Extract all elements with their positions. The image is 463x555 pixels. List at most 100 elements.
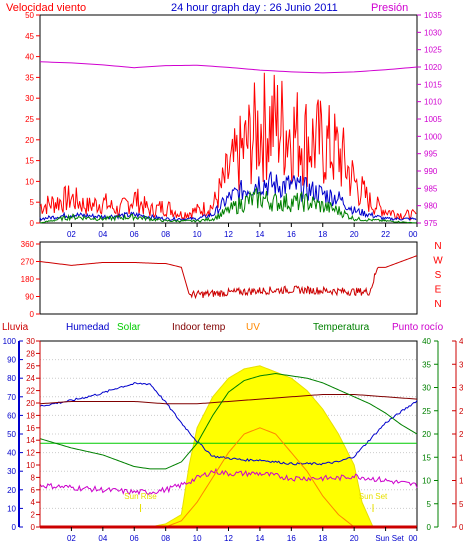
x-tick-label: 04 xyxy=(98,230,107,239)
wind-pressure-chart: Velocidad viento 24 hour graph day : 26 … xyxy=(6,2,442,239)
pressure-line xyxy=(39,61,418,74)
humidity-tick-label: 90 xyxy=(7,356,16,365)
dir-tick-label: 90 xyxy=(25,293,34,302)
y-tick-label: 0 xyxy=(30,219,35,228)
y2-tick-label: 1015 xyxy=(424,80,442,89)
legend-entry: Indoor temp xyxy=(172,322,226,333)
x-tick-label: 02 xyxy=(67,534,76,543)
x-tick-label: 16 xyxy=(287,534,296,543)
dewpoint-tick-label: 40 xyxy=(459,337,463,346)
x-tick-label: 18 xyxy=(318,230,327,239)
y2-tick-label: 1035 xyxy=(424,11,442,20)
rain-tick-label: 12 xyxy=(26,449,35,458)
gust-wind-line xyxy=(39,72,417,222)
rain-tick-label: 6 xyxy=(31,486,36,495)
y2-tick-label: 1000 xyxy=(424,132,442,141)
humidity-tick-label: 100 xyxy=(3,337,17,346)
dir-tick-label: 270 xyxy=(21,258,35,267)
x-tick-label: 10 xyxy=(193,230,202,239)
legend-entry: Punto rocío xyxy=(392,322,444,333)
rain-tick-label: 8 xyxy=(31,473,36,482)
rain-tick-label: 22 xyxy=(26,387,35,396)
sun-rise-label: Sun Rise xyxy=(124,492,157,501)
rain-tick-label: 28 xyxy=(26,349,35,358)
humidity-tick-label: 50 xyxy=(7,430,16,439)
chart-title: 24 hour graph day : 26 Junio 2011 xyxy=(171,2,338,14)
dewpoint-tick-label: 25 xyxy=(459,407,463,416)
dewpoint-tick-label: 5 xyxy=(459,500,463,509)
y-tick-label: 20 xyxy=(25,136,34,145)
y-tick-label: 50 xyxy=(25,11,34,20)
compass-label: E xyxy=(435,285,442,296)
x-tick-label: 14 xyxy=(255,534,264,543)
y2-tick-label: 1030 xyxy=(424,28,442,37)
dewpoint-tick-label: 35 xyxy=(459,360,463,369)
temperature-humidity-chart: Lluvia Humedad Solar Indoor temp UV Temperatu… xyxy=(2,322,463,543)
solar-area xyxy=(140,365,374,528)
y2-tick-label: 1020 xyxy=(424,63,442,72)
legend-entry: UV xyxy=(246,322,260,333)
y-tick-label: 40 xyxy=(25,53,34,62)
legend-entry: Lluvia xyxy=(2,322,29,333)
dewpoint-tick-label: 15 xyxy=(459,453,463,462)
y2-tick-label: 1025 xyxy=(424,46,442,55)
rain-tick-label: 24 xyxy=(26,374,35,383)
humidity-tick-label: 0 xyxy=(12,523,17,532)
x-tick-label: 20 xyxy=(350,230,359,239)
temp-tick-label: 5 xyxy=(427,500,432,509)
y-tick-label: 10 xyxy=(25,177,34,186)
x-tick-label: 08 xyxy=(161,230,170,239)
legend-entry: Humedad xyxy=(66,322,109,333)
x-tick-label: 10 xyxy=(193,534,202,543)
x-tick-label: 16 xyxy=(287,230,296,239)
rain-tick-label: 14 xyxy=(26,436,35,445)
rain-tick-label: 18 xyxy=(26,411,35,420)
humidity-tick-label: 10 xyxy=(7,504,16,513)
sun-set-label: Sun Set xyxy=(359,492,388,501)
y-tick-label: 25 xyxy=(25,115,34,124)
x-tick-label: 06 xyxy=(130,230,139,239)
humidity-tick-label: 30 xyxy=(7,467,16,476)
rain-tick-label: 10 xyxy=(26,461,35,470)
legend-entry: Temperatura xyxy=(313,322,370,333)
y2-tick-label: 985 xyxy=(424,184,438,193)
Indoor temp-line xyxy=(39,393,418,405)
compass-label: S xyxy=(435,270,442,281)
compass-label: W xyxy=(433,256,443,267)
y-tick-label: 30 xyxy=(25,94,34,103)
rain-tick-label: 4 xyxy=(31,498,36,507)
x-tick-label: 12 xyxy=(224,534,233,543)
rain-tick-label: 26 xyxy=(26,362,35,371)
temp-tick-label: 10 xyxy=(422,477,431,486)
x-tick-label: 22 xyxy=(381,230,390,239)
y2-tick-label: 1005 xyxy=(424,115,442,124)
wind-axis-label: Velocidad viento xyxy=(6,2,86,14)
x-tick-label: 02 xyxy=(67,230,76,239)
x-tick-label: 00 xyxy=(409,230,418,239)
y2-tick-label: 980 xyxy=(424,202,438,211)
rain-tick-label: 16 xyxy=(26,424,35,433)
pressure-axis-label: Presión xyxy=(371,2,408,14)
temp-tick-label: 30 xyxy=(422,384,431,393)
dewpoint-tick-label: 10 xyxy=(459,477,463,486)
y2-tick-label: 990 xyxy=(424,167,438,176)
humidity-tick-label: 80 xyxy=(7,374,16,383)
dewpoint-tick-label: 30 xyxy=(459,384,463,393)
dir-tick-label: 180 xyxy=(21,275,35,284)
y-tick-label: 5 xyxy=(30,198,35,207)
Temperatura-line xyxy=(39,373,418,470)
temp-tick-label: 20 xyxy=(422,430,431,439)
wind-plot-frame xyxy=(39,14,418,224)
rain-tick-label: 20 xyxy=(26,399,35,408)
humidity-tick-label: 40 xyxy=(7,449,16,458)
x-tick-label: 14 xyxy=(255,230,264,239)
x-tick-label: 04 xyxy=(98,534,107,543)
x-tick-label: 20 xyxy=(350,534,359,543)
legend-entry: Solar xyxy=(117,322,141,333)
humidity-tick-label: 20 xyxy=(7,486,16,495)
y2-tick-label: 995 xyxy=(424,150,438,159)
x-tick-label: 12 xyxy=(224,230,233,239)
rain-tick-label: 2 xyxy=(31,511,36,520)
